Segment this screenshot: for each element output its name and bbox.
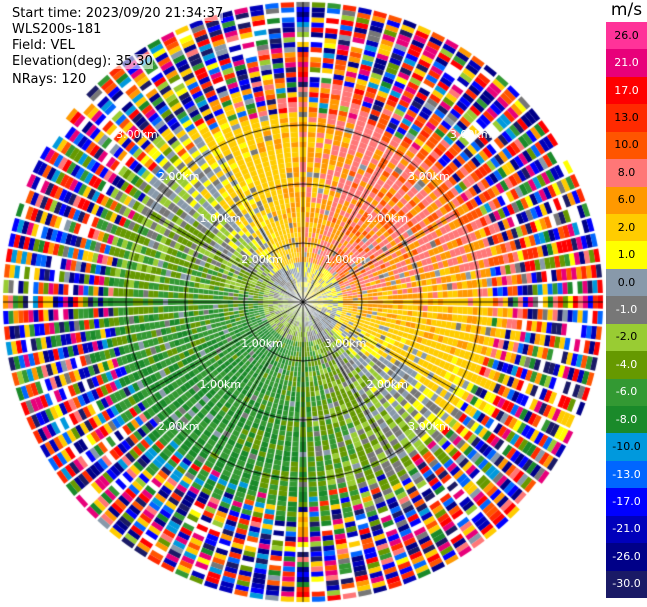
colorbar-tick-label: -30.0 [612,577,641,591]
colorbar-swatch [606,406,647,434]
colorbar-swatch [606,159,647,188]
colorbar-swatch [606,268,647,297]
colorbar-tick-label: 10.0 [614,138,639,152]
colorbar-tick-label: 2.0 [617,220,636,234]
colorbar-tick-label: -8.0 [615,412,638,426]
colorbar-tick-label: 26.0 [614,28,639,42]
colorbar-swatch [606,488,647,517]
colorbar-tick-label: 1.0 [617,248,636,262]
colorbar-swatch [606,433,647,462]
range-ring-label: 3.00km [408,169,450,183]
elevation-label: Elevation(deg): 35.30 [12,54,153,69]
colorbar-swatch [606,241,647,270]
colorbar-tick-label: -21.0 [612,522,641,536]
range-ring-label: 3.00km [408,420,450,434]
colorbar-tick-label: 8.0 [617,165,636,179]
colorbar-tick-label: 21.0 [614,56,639,70]
colorbar-swatch [606,49,647,78]
range-ring-label: 2.00km [366,378,409,392]
start-time-label: Start time: 2023/09/20 21:34:37 [12,6,224,21]
colorbar-tick-label: -4.0 [615,357,638,371]
colorbar-tick-label: 17.0 [614,83,639,97]
colorbar-swatch [606,543,647,572]
colorbar-tick-label: 6.0 [617,193,636,207]
colorbar-swatch [606,378,647,407]
colorbar-unit: m/s [610,0,643,20]
colorbar-swatch [606,186,647,215]
range-ring-label: 2.00km [241,253,283,267]
range-ring-label: 3.00km [116,128,158,142]
colorbar-tick-label: -26.0 [612,549,641,563]
range-ring-label: 2.00km [157,420,200,434]
colorbar-tick-label: 0.0 [617,275,636,289]
range-ring-label: 3.00km [324,336,367,350]
colorbar-tick-label: -6.0 [615,385,638,399]
colorbar-swatch [606,570,647,599]
range-ring-label: 1.00km [324,253,367,267]
range-ring-label: 1.00km [241,336,283,350]
colorbar-swatch [606,296,647,325]
range-ring-label: 2.00km [366,211,409,225]
colorbar-tick-label: -1.0 [615,303,638,316]
colorbar-tick-label: -10.0 [612,440,641,454]
colorbar-tick-label: -2.0 [615,330,638,344]
colorbar-swatch [606,323,647,352]
range-ring-label: 1.00km [199,211,242,225]
colorbar-tick-label: 13.0 [614,111,639,124]
field-label: Field: VEL [12,38,75,53]
colorbar-swatch [606,131,647,160]
range-ring-label: 1.00km [199,378,242,392]
colorbar-swatch [606,515,647,544]
colorbar-swatch [606,460,647,489]
colorbar-swatch [606,76,647,105]
colorbar-swatch [606,214,647,242]
colorbar-tick-label: -17.0 [612,495,641,508]
colorbar-swatch [606,351,647,380]
colorbar-swatch [606,104,647,133]
colorbar-tick-label: -13.0 [612,467,641,481]
nrays-label: NRays: 120 [12,72,87,87]
range-ring-label: 2.00km [157,169,200,183]
site-label: WLS200s-181 [12,22,102,37]
colorbar-swatch [606,22,647,50]
range-ring-label: 3.00km [449,128,492,142]
colorbar: 26.0 21.0 17.0 13.0 10.0 8.0 6.0 2.0 1.0 0.0 -1.0 -… [606,22,647,599]
